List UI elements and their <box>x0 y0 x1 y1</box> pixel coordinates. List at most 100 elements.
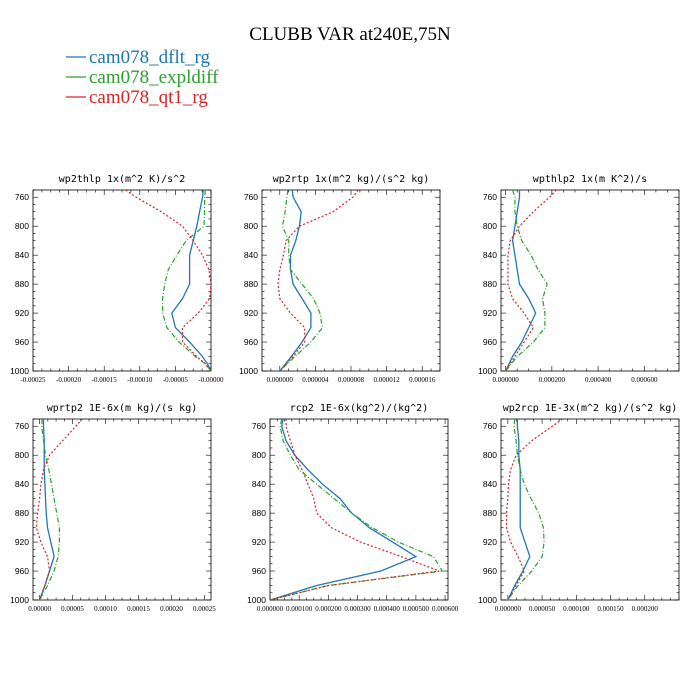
y-tick-label: 1000 <box>239 366 258 376</box>
y-tick-label: 920 <box>483 537 497 547</box>
y-tick-label: 840 <box>483 250 497 260</box>
x-tick-label: -0.00020 <box>56 376 82 384</box>
series-line-1 <box>505 190 537 371</box>
panels: wp2thlp 1x(m^2 K)/s^2 760 800 840 880 920 960 1… <box>10 174 680 613</box>
x-tick-label: 0.000000 <box>492 376 519 384</box>
x-tick-label: -0.00010 <box>127 376 153 384</box>
y-tick-label: 920 <box>15 537 29 547</box>
panel-title: wp2rcp 1E-3x(m^2 kg)/(s^2 kg) <box>503 403 678 414</box>
y-tick-label: 760 <box>483 192 497 202</box>
series-line-3 <box>35 419 83 600</box>
legend-label-qt1: cam078_qt1_rg <box>89 87 208 108</box>
plot-frame <box>269 418 449 601</box>
y-tick-label: 960 <box>15 566 29 576</box>
series-line-1 <box>507 419 531 600</box>
y-tick-label: 920 <box>15 308 29 318</box>
series-line-1 <box>279 190 312 371</box>
panel-2: wp2rtp 1x(m^2 kg)/(s^2 kg) 760 800 840 880 92… <box>239 174 441 384</box>
y-tick-label: 840 <box>15 479 29 489</box>
legend-item: cam078_dflt_rg <box>66 47 211 68</box>
y-tick-label: 960 <box>483 566 497 576</box>
x-tick-label: 0.000004 <box>302 376 329 384</box>
x-tick-label: 0.000300 <box>344 605 371 613</box>
x-tick-label: 0.000000 <box>495 605 522 613</box>
x-tick-label: 0.000150 <box>597 605 624 613</box>
series-line-3 <box>277 190 359 371</box>
y-tick-label: 1000 <box>10 366 29 376</box>
y-tick-label: 960 <box>244 337 258 347</box>
x-tick-label: 0.000200 <box>539 376 566 384</box>
panel-title: wprtp2 1E-6x(m kg)/(s kg) <box>47 403 198 414</box>
panel-title: wp2thlp 1x(m^2 K)/s^2 <box>59 174 185 185</box>
series-line-3 <box>270 419 440 600</box>
series-line-2 <box>505 190 548 371</box>
y-tick-label: 1000 <box>10 595 29 605</box>
y-tick-label: 800 <box>483 221 497 231</box>
x-tick-label: 0.00020 <box>160 605 183 613</box>
y-tick-label: 1000 <box>247 595 266 605</box>
x-tick-label: 0.000500 <box>403 605 430 613</box>
x-tick-label: 0.000400 <box>374 605 401 613</box>
y-tick-label: 880 <box>15 279 29 289</box>
series-line-2 <box>279 190 324 371</box>
x-tick-label: 0.000012 <box>373 376 400 384</box>
x-tick-label: 0.000100 <box>286 605 313 613</box>
plot-frame <box>261 189 441 372</box>
y-tick-label: 800 <box>483 450 497 460</box>
y-tick-label: 920 <box>252 537 266 547</box>
x-tick-label: 0.00025 <box>193 605 216 613</box>
panel-6: wp2rcp 1E-3x(m^2 kg)/(s^2 kg) 760 800 840 88… <box>478 403 680 613</box>
x-tick-label: -0.00005 <box>163 376 189 384</box>
y-tick-label: 960 <box>15 337 29 347</box>
x-tick-label: 0.000600 <box>432 605 459 613</box>
y-tick-label: 760 <box>15 421 29 431</box>
panel-4: wprtp2 1E-6x(m kg)/(s kg) 760 800 840 880 920… <box>10 403 216 613</box>
x-tick-label: 0.000050 <box>529 605 556 613</box>
x-tick-label: 0.000000 <box>267 376 294 384</box>
x-tick-label: 0.000200 <box>315 605 342 613</box>
x-tick-label: 0.000000 <box>257 605 284 613</box>
x-tick-label: -0.00015 <box>92 376 118 384</box>
y-tick-label: 760 <box>15 192 29 202</box>
series-line-1 <box>38 419 55 600</box>
y-tick-label: 760 <box>252 421 266 431</box>
series-line-3 <box>505 419 563 600</box>
y-tick-label: 920 <box>483 308 497 318</box>
plot-frame <box>500 418 680 601</box>
y-tick-label: 920 <box>244 308 258 318</box>
x-tick-label: -0.00000 <box>198 376 224 384</box>
y-tick-label: 880 <box>483 508 497 518</box>
y-tick-label: 1000 <box>478 595 497 605</box>
x-tick-label: 0.00010 <box>94 605 117 613</box>
y-tick-label: 960 <box>252 566 266 576</box>
y-tick-label: 800 <box>244 221 258 231</box>
figure-title: CLUBB VAR at240E,75N <box>249 24 451 45</box>
x-tick-label: 0.00005 <box>61 605 84 613</box>
plot-frame <box>32 418 212 601</box>
series-line-2 <box>270 419 444 600</box>
series-line-1 <box>270 419 418 600</box>
x-tick-label: 0.00000 <box>28 605 51 613</box>
panel-title: rcp2 1E-6x(kg^2)/(kg^2) <box>290 403 428 414</box>
y-tick-label: 800 <box>15 450 29 460</box>
panel-1: wp2thlp 1x(m^2 K)/s^2 760 800 840 880 920 960 1… <box>10 174 224 384</box>
y-tick-label: 840 <box>244 250 258 260</box>
series-line-2 <box>39 419 61 600</box>
x-tick-label: -0.00025 <box>20 376 46 384</box>
x-tick-label: 0.000400 <box>585 376 612 384</box>
y-tick-label: 960 <box>483 337 497 347</box>
y-tick-label: 880 <box>252 508 266 518</box>
x-tick-label: 0.000200 <box>632 605 659 613</box>
x-tick-label: 0.000600 <box>631 376 658 384</box>
series-line-1 <box>171 190 211 371</box>
legend-item: cam078_qt1_rg <box>66 87 208 108</box>
y-tick-label: 880 <box>483 279 497 289</box>
y-tick-label: 840 <box>15 250 29 260</box>
x-tick-label: 0.000016 <box>409 376 436 384</box>
y-tick-label: 840 <box>252 479 266 489</box>
legend-item: cam078_expldiff <box>66 67 219 88</box>
legend: cam078_dflt_rg cam078_expldiff cam078_qt… <box>66 47 219 108</box>
y-tick-label: 800 <box>252 450 266 460</box>
series-line-2 <box>162 190 211 371</box>
